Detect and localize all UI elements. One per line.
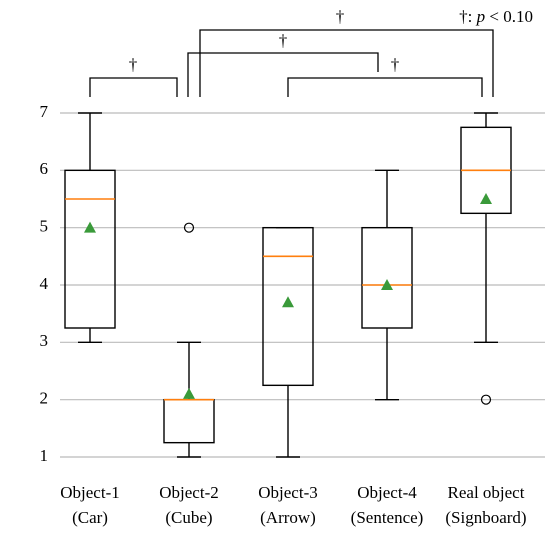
y-tick-label: 5 [40, 217, 49, 236]
bracket [89, 77, 178, 97]
x-tick-label: (Sentence) [351, 508, 424, 527]
x-tick-label: Object-2 [159, 483, 218, 502]
y-tick-label: 4 [40, 274, 49, 293]
outlier [183, 222, 195, 233]
y-tick-label: 2 [40, 389, 49, 408]
note-part: p [476, 7, 486, 26]
x-tick-label: Real object [448, 483, 525, 502]
y-tick-label: 1 [40, 446, 49, 465]
y-tick-label: 3 [40, 331, 49, 350]
mean-marker [282, 296, 294, 308]
box [163, 398, 215, 444]
note-part: < 0.10 [489, 7, 533, 26]
box [361, 226, 413, 329]
note-part: †: [459, 7, 472, 26]
box [262, 226, 314, 387]
box [64, 169, 116, 329]
significance-label: † [336, 7, 345, 26]
bracket [287, 77, 483, 97]
significance-label: † [391, 55, 400, 74]
x-tick-label: (Cube) [165, 508, 212, 527]
x-tick-label: (Arrow) [260, 508, 316, 527]
mean-marker [84, 221, 96, 233]
x-tick-label: Object-3 [258, 483, 317, 502]
mean-marker [381, 279, 393, 290]
bracket [187, 52, 379, 97]
x-tick-label: Object-4 [357, 483, 417, 502]
bracket [199, 29, 494, 97]
significance-label: † [279, 31, 288, 50]
significance-note: †: p < 0.10 [459, 7, 533, 26]
x-tick-label: (Car) [72, 508, 108, 527]
significance-label: † [129, 55, 138, 74]
outlier [480, 394, 492, 405]
y-tick-label: 6 [40, 159, 49, 178]
significance-brackets [89, 29, 494, 97]
mean-marker [183, 387, 195, 399]
x-tick-label: (Signboard) [445, 508, 526, 527]
mean-marker [480, 193, 492, 204]
x-tick-label: Object-1 [60, 483, 119, 502]
y-tick-label: 7 [40, 102, 49, 121]
